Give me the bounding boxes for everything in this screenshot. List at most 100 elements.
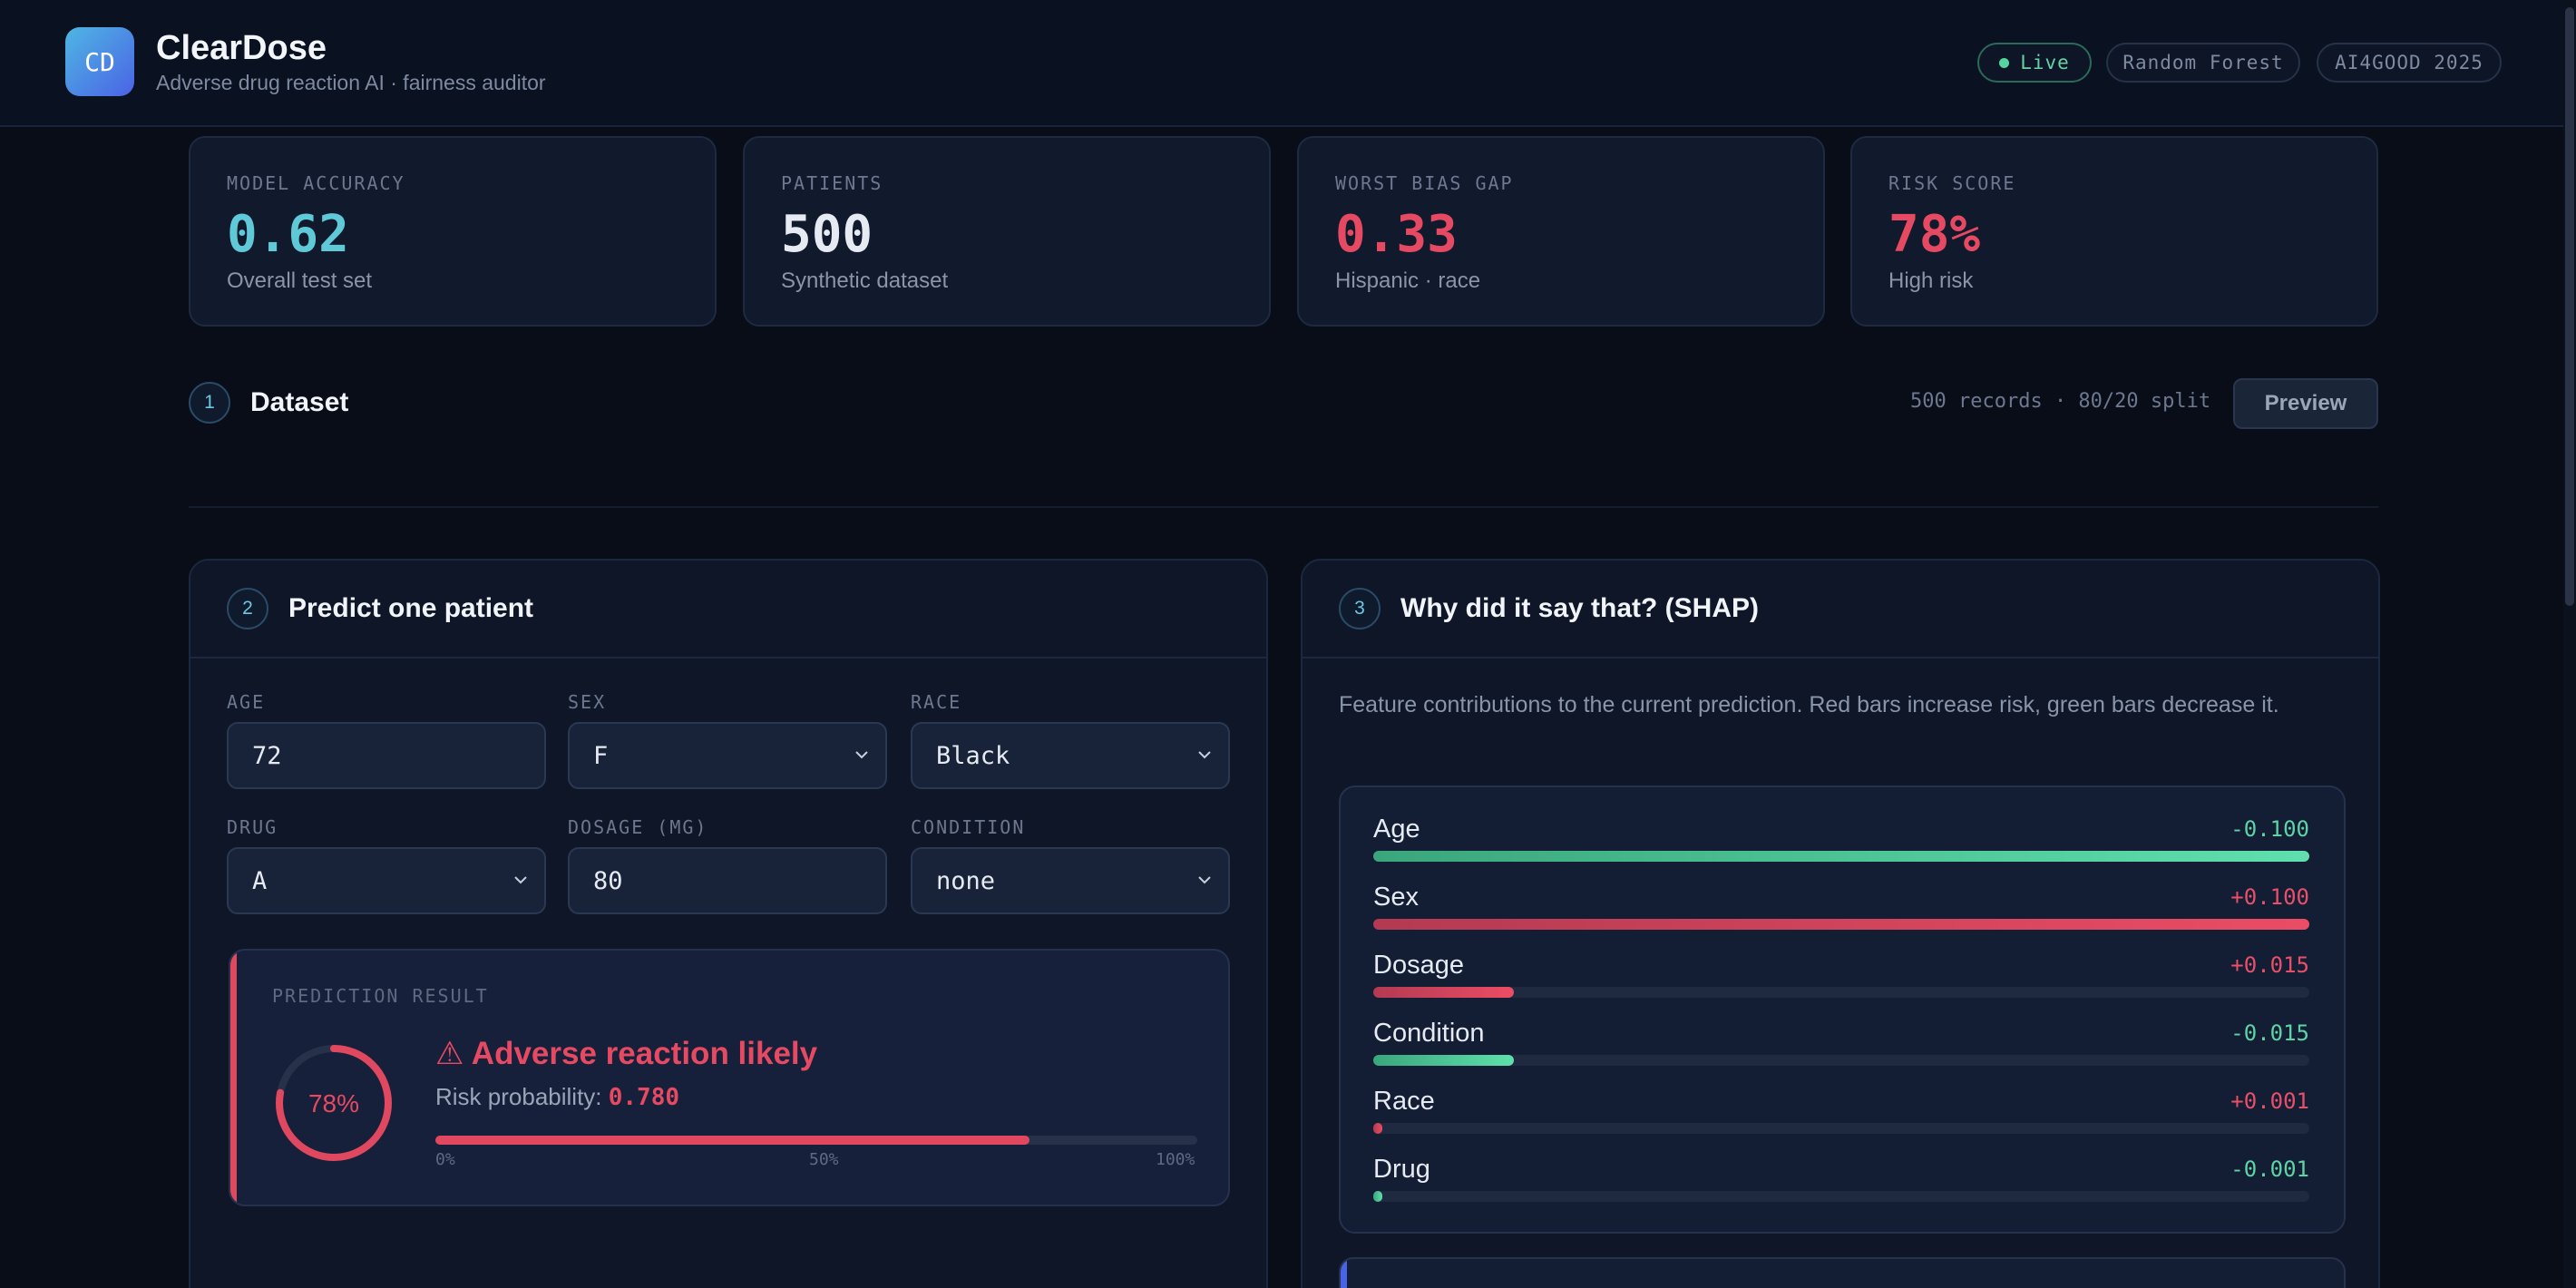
stat-sub: Synthetic dataset — [781, 268, 949, 293]
shap-description: Feature contributions to the current pre… — [1339, 692, 2279, 717]
shap-panel: 3 Why did it say that? (SHAP) Feature co… — [1301, 559, 2380, 1288]
shap-feature-name: Condition — [1373, 1019, 1485, 1048]
stat-card-risk-score: RISK SCORE 78% High risk — [1850, 136, 2378, 327]
risk-probability: Risk probability: 0.780 — [435, 1083, 680, 1111]
shap-feature-name: Drug — [1373, 1155, 1430, 1184]
result-label: PREDICTION RESULT — [272, 985, 489, 1007]
app-title: ClearDose — [156, 29, 327, 67]
shap-feature-value: -0.001 — [2230, 1156, 2309, 1182]
shap-feature-name: Sex — [1373, 883, 1419, 912]
shap-row-race: Race +0.001 — [1373, 1087, 2309, 1141]
panel-divider — [1303, 657, 2378, 659]
tick-100: 100% — [1156, 1150, 1195, 1169]
shap-feature-value: -0.100 — [2230, 816, 2309, 842]
shap-feature-value: +0.001 — [2230, 1088, 2309, 1114]
scrollbar[interactable] — [2563, 0, 2576, 1288]
stat-card-patients: PATIENTS 500 Synthetic dataset — [743, 136, 1271, 327]
shap-bar-track — [1373, 1055, 2309, 1066]
shap-bar — [1373, 919, 2309, 930]
result-title: ⚠ Adverse reaction likely — [435, 1036, 818, 1071]
shap-bar-track — [1373, 1123, 2309, 1134]
shap-bar-track — [1373, 1191, 2309, 1202]
dosage-label: DOSAGE (MG) — [568, 816, 708, 838]
panel-divider — [190, 657, 1266, 659]
shap-bar-track — [1373, 851, 2309, 862]
preview-button[interactable]: Preview — [2233, 378, 2378, 429]
race-label: RACE — [911, 691, 962, 713]
shap-feature-value: +0.100 — [2230, 884, 2309, 910]
shap-bar — [1373, 1191, 1383, 1202]
prediction-result-card: PREDICTION RESULT 78% ⚠ Adverse reaction… — [229, 949, 1230, 1206]
shap-bar-track — [1373, 987, 2309, 998]
stat-sub: Overall test set — [227, 268, 373, 293]
shap-note — [1339, 1257, 2346, 1288]
shap-bar — [1373, 987, 1514, 998]
shap-feature-name: Dosage — [1373, 951, 1464, 980]
section-title-predict: Predict one patient — [288, 593, 534, 623]
risk-bar-fill — [435, 1136, 1030, 1145]
chevron-down-icon — [514, 876, 527, 884]
shap-row-drug: Drug -0.001 — [1373, 1155, 2309, 1209]
risk-bar — [435, 1136, 1197, 1145]
shap-row-age: Age -0.100 — [1373, 815, 2309, 869]
drug-label: DRUG — [227, 816, 278, 838]
scrollbar-thumb[interactable] — [2565, 7, 2574, 606]
shap-row-condition: Condition -0.015 — [1373, 1019, 2309, 1073]
condition-label: CONDITION — [911, 816, 1026, 838]
stat-value: 500 — [781, 205, 873, 264]
stat-label: RISK SCORE — [1888, 172, 2016, 194]
chevron-down-icon — [1198, 876, 1211, 884]
sex-select[interactable]: F — [568, 722, 887, 789]
app-subtitle: Adverse drug reaction AI · fairness audi… — [156, 71, 546, 94]
dataset-meta: 500 records · 80/20 split — [1910, 390, 2211, 413]
section-title-dataset: Dataset — [250, 387, 349, 417]
dosage-input[interactable]: 80 — [568, 847, 887, 914]
result-accent — [230, 951, 237, 1205]
stat-value: 78% — [1888, 205, 1981, 264]
stat-label: WORST BIAS GAP — [1335, 172, 1514, 194]
condition-select[interactable]: none — [911, 847, 1230, 914]
model-badge: Random Forest — [2106, 43, 2300, 83]
section-number-dataset: 1 — [189, 382, 230, 424]
live-dot-icon — [1999, 57, 2010, 68]
note-accent — [1341, 1259, 1347, 1288]
shap-feature-name: Race — [1373, 1087, 1435, 1116]
stat-sub: Hispanic · race — [1335, 268, 1481, 293]
stat-value: 0.33 — [1335, 205, 1458, 264]
shap-feature-name: Age — [1373, 815, 1420, 844]
risk-gauge: 78% — [276, 1045, 392, 1161]
shap-bar-track — [1373, 919, 2309, 930]
shap-feature-value: -0.015 — [2230, 1020, 2309, 1046]
app-logo: CD — [65, 27, 134, 96]
live-badge: Live — [1977, 43, 2092, 83]
section-number-predict: 2 — [227, 588, 268, 629]
shap-bar — [1373, 1055, 1514, 1066]
predict-panel: 2 Predict one patient AGE 72 SEX F RACE … — [189, 559, 1268, 1288]
tick-50: 50% — [809, 1150, 839, 1169]
gauge-text: 78% — [308, 1089, 359, 1117]
section-title-shap: Why did it say that? (SHAP) — [1400, 593, 1760, 623]
stat-card-accuracy: MODEL ACCURACY 0.62 Overall test set — [189, 136, 717, 327]
app-header: CD ClearDose Adverse drug reaction AI · … — [0, 0, 2563, 127]
stat-label: PATIENTS — [781, 172, 883, 194]
sex-label: SEX — [568, 691, 607, 713]
stat-value: 0.62 — [227, 205, 349, 264]
shap-chart: Age -0.100 Sex +0.100 Dosage +0.015 Condition -… — [1339, 785, 2346, 1234]
risk-probability-value: 0.780 — [608, 1084, 680, 1111]
shap-bar — [1373, 851, 2309, 862]
age-input[interactable]: 72 — [227, 722, 546, 789]
section-divider — [189, 506, 2378, 508]
shap-row-sex: Sex +0.100 — [1373, 883, 2309, 937]
stat-sub: High risk — [1888, 268, 1974, 293]
event-badge: AI4GOOD 2025 — [2317, 43, 2502, 83]
race-select[interactable]: Black — [911, 722, 1230, 789]
shap-feature-value: +0.015 — [2230, 952, 2309, 978]
age-label: AGE — [227, 691, 266, 713]
stat-card-bias-gap: WORST BIAS GAP 0.33 Hispanic · race — [1297, 136, 1825, 327]
tick-0: 0% — [435, 1150, 455, 1169]
shap-bar — [1373, 1123, 1383, 1134]
section-number-shap: 3 — [1339, 588, 1381, 629]
shap-row-dosage: Dosage +0.015 — [1373, 951, 2309, 1005]
chevron-down-icon — [855, 751, 868, 759]
drug-select[interactable]: A — [227, 847, 546, 914]
